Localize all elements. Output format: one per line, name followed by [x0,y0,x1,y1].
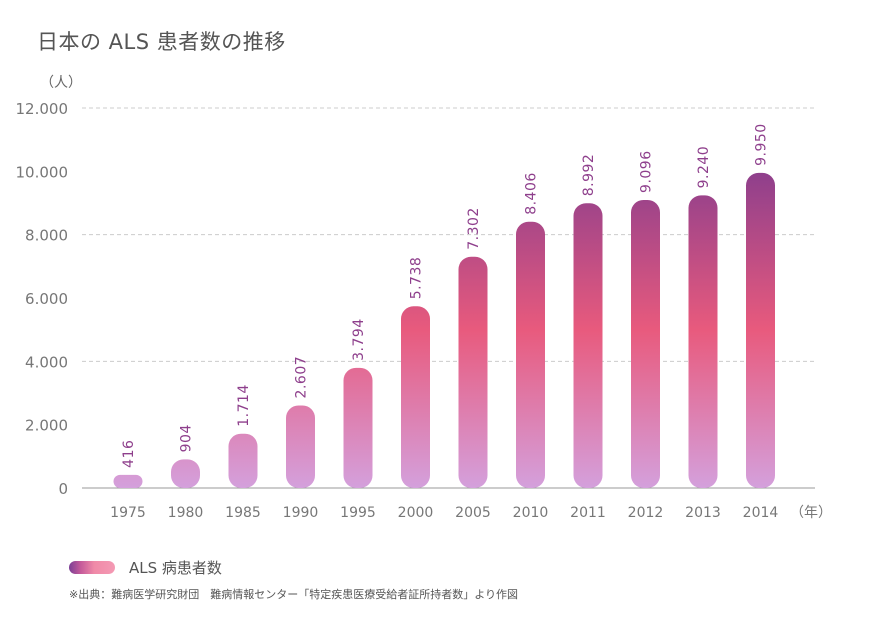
bar-1990 [286,405,315,488]
bar-1980 [171,459,200,488]
value-label-2000: 5.738 [409,257,425,300]
bar-2005 [458,256,488,488]
bars [113,172,775,488]
x-tick-label: 2013 [685,505,721,521]
bar-2012 [631,199,660,488]
value-label-2014: 9.950 [754,123,770,166]
y-tick-label: 8.000 [25,227,68,245]
x-tick-label: 2000 [398,505,434,521]
x-tick-label: 1995 [340,505,376,521]
value-label-2011: 8.992 [581,154,597,197]
value-label-2013: 9.240 [696,146,712,189]
y-axis-unit-label: （人） [40,75,82,91]
value-label-2012: 9.096 [639,150,655,193]
legend-label: ALS 病患者数 [129,559,222,577]
value-label-1985: 1.714 [236,384,252,427]
y-tick-label: 6.000 [25,290,68,308]
source-note: ※出典：難病医学研究財団 難病情報センター「特定疾患医療受給者証所持者数」より作… [69,588,518,601]
x-axis-ticks: 1975 1980 1985 1990 1995 2000 2005 2010 2011 2012… [110,505,778,521]
y-tick-label: 0 [58,480,68,498]
x-tick-label: 1985 [225,505,261,521]
bar-1985 [228,433,258,488]
value-label-2010: 8.406 [524,172,540,215]
chart-title: 日本の ALS 患者数の推移 [37,30,286,54]
bar-2013 [688,195,718,488]
bar-2011 [573,203,603,488]
x-tick-label: 1980 [168,505,204,521]
bar-2010 [516,221,545,488]
value-label-2005: 7.302 [466,207,482,250]
x-axis-unit-label: （年） [790,505,832,521]
value-label-1995: 3.794 [351,318,367,361]
bar-2014 [746,172,775,488]
x-tick-label: 2005 [455,505,491,521]
bar-1975 [113,474,143,488]
x-tick-label: 2014 [743,505,779,521]
value-label-1980: 904 [179,424,195,452]
y-tick-label: 10.000 [16,163,69,181]
bar-2000 [401,306,430,488]
x-tick-label: 1975 [110,505,146,521]
y-tick-label: 2.000 [25,417,68,435]
value-labels: 416 904 1.714 2.607 3.794 5.738 7.302 8.406 8.99… [121,123,770,468]
y-tick-label: 12.000 [16,100,69,118]
legend: ALS 病患者数 [69,557,222,578]
value-label-1990: 2.607 [294,356,310,399]
y-tick-label: 4.000 [25,353,68,371]
bar-1995 [343,367,373,488]
y-axis-ticks: 0 2.000 4.000 6.000 8.000 10.000 12.000 [16,100,69,498]
value-label-1975: 416 [121,440,137,468]
legend-swatch [69,561,115,574]
x-tick-label: 2012 [628,505,664,521]
x-tick-label: 2010 [513,505,549,521]
x-tick-label: 2011 [570,505,606,521]
x-tick-label: 1990 [283,505,319,521]
